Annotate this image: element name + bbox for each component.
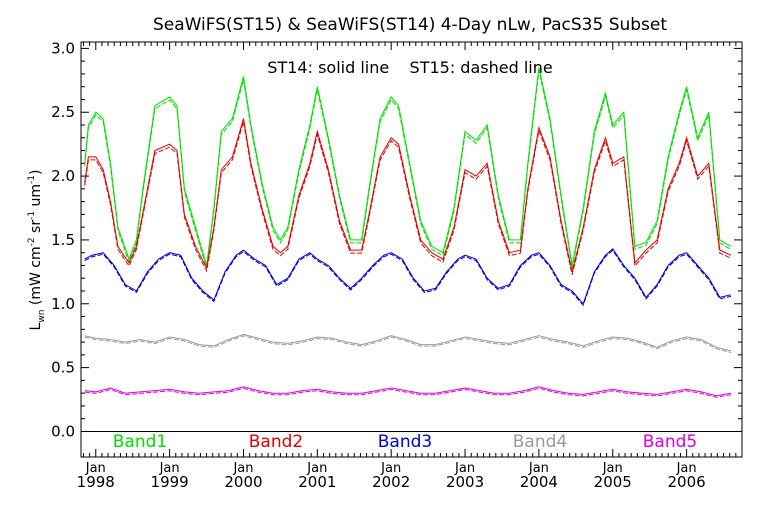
x-tick-month: Jan — [380, 461, 401, 476]
x-tick-month: Jan — [676, 461, 697, 476]
x-tick-year: 2004 — [520, 473, 558, 491]
x-tick-year: 2001 — [298, 473, 336, 491]
x-tick-month: Jan — [602, 461, 623, 476]
y-axis-label: Lwn (mW cm-2 sr-1 um-1) — [27, 170, 47, 331]
x-tick-month: Jan — [159, 461, 180, 476]
y-tick-label: 0.5 — [51, 359, 75, 377]
series-lines — [84, 67, 732, 398]
x-tick-year: 1998 — [77, 473, 115, 491]
y-tick-label: 3.0 — [51, 39, 75, 57]
legend-band4: Band4 — [513, 432, 567, 452]
x-tick-month: Jan — [85, 461, 106, 476]
series-line-band2-st14 — [84, 118, 732, 272]
y-tick-label: 2.5 — [51, 103, 75, 121]
x-tick-month: Jan — [306, 461, 327, 476]
x-tick-month: Jan — [454, 461, 475, 476]
chart-annotation: ST14: solid line ST15: dashed line — [267, 58, 552, 77]
x-tick-year: 2000 — [224, 473, 262, 491]
x-tick-year: 2006 — [668, 473, 706, 491]
legend-band5: Band5 — [643, 432, 697, 452]
legend-band1: Band1 — [113, 432, 167, 452]
series-line-band1-st15 — [84, 70, 732, 269]
legend-band2: Band2 — [249, 432, 303, 452]
y-tick-label: 2.0 — [51, 167, 75, 185]
series-line-band4-st14 — [84, 333, 732, 352]
legend: Band1 Band2 Band3 Band4 Band5 — [113, 432, 697, 452]
series-line-band5-st14 — [84, 386, 731, 397]
y-axis-title: Lwn (mW cm-2 sr-1 um-1) — [27, 170, 47, 331]
x-tick-year: 1999 — [151, 473, 189, 491]
legend-band3: Band3 — [378, 432, 432, 452]
plot-border — [80, 41, 743, 458]
y-tick-label: 1.5 — [51, 231, 75, 249]
series-line-band5-st15 — [84, 387, 731, 398]
x-tick-month: Jan — [232, 461, 253, 476]
y-axis: 0.0 0.5 1.0 1.5 2.0 2.5 3.0 — [51, 39, 742, 440]
x-tick-year: 2002 — [372, 473, 410, 491]
series-line-band4-st15 — [84, 335, 732, 353]
y-tick-label: 0.0 — [51, 422, 75, 440]
series-line-band3-st15 — [84, 249, 732, 307]
series-line-band3-st14 — [84, 248, 732, 305]
x-tick-month: Jan — [528, 461, 549, 476]
x-tick-year: 2003 — [446, 473, 484, 491]
y-tick-label: 1.0 — [51, 295, 75, 313]
x-tick-year: 2005 — [594, 473, 632, 491]
x-axis: Jan1998Jan1999Jan2000Jan2001Jan2002Jan20… — [77, 42, 743, 491]
plot-frame — [80, 41, 743, 458]
series-line-band2-st15 — [84, 121, 732, 275]
chart-title: SeaWiFS(ST15) & SeaWiFS(ST14) 4-Day nLw,… — [153, 15, 667, 35]
series-line-band1-st14 — [84, 67, 732, 266]
